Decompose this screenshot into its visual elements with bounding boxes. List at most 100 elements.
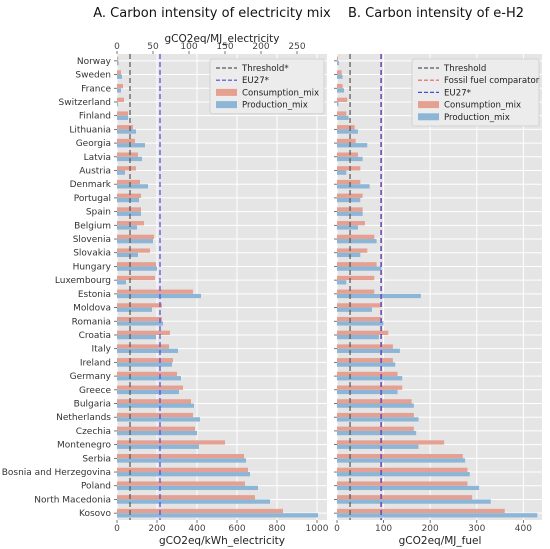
bar-consumption-montenegro: [117, 440, 225, 445]
legend-box: [209, 58, 325, 115]
bar-consumption-norway: [337, 56, 338, 61]
bar-consumption-slovakia: [337, 248, 368, 253]
bar-consumption-finland: [117, 111, 128, 116]
legend-label: Production_mix: [242, 101, 308, 111]
bar-production-romania: [117, 321, 163, 326]
bar-production-romania: [337, 321, 384, 326]
bar-consumption-georgia: [117, 138, 135, 144]
bar-production-georgia: [117, 143, 145, 148]
bar-production-belgium: [337, 225, 358, 230]
country-label: Moldova: [73, 304, 111, 314]
bar-production-finland: [337, 115, 349, 120]
bar-consumption-serbia: [337, 454, 463, 459]
country-label: Sweden: [75, 71, 111, 81]
country-label: Bulgaria: [74, 400, 111, 410]
bar-production-slovenia: [117, 239, 153, 244]
x-tick-label: 100: [375, 524, 392, 534]
bar-production-georgia: [337, 143, 368, 148]
country-label: Estonia: [78, 290, 111, 300]
bar-consumption-hungary: [117, 262, 156, 267]
bar-consumption-spain: [117, 207, 141, 212]
panel-a-background: [117, 54, 327, 520]
country-label: Portugal: [74, 194, 111, 204]
panel-a-legend: Threshold* EU27* Consumption_mix Production…: [209, 58, 325, 115]
bar-production-lithuania: [337, 129, 358, 134]
legend-label: Threshold: [443, 64, 486, 74]
bar-consumption-serbia: [117, 454, 244, 459]
bar-consumption-slovenia: [337, 234, 375, 240]
bar-consumption-bulgaria: [117, 399, 191, 404]
bar-production-netherlands: [117, 417, 200, 422]
bar-production-kosovo: [337, 513, 538, 518]
bar-consumption-luxembourg: [117, 275, 155, 281]
bar-production-ireland: [337, 362, 396, 367]
bar-production-austria: [117, 170, 125, 175]
bar-consumption-moldova: [337, 303, 382, 308]
legend-box: [411, 58, 540, 127]
bar-consumption-switzerland: [337, 97, 348, 102]
top-tick-label: 150: [216, 42, 233, 52]
bar-consumption-austria: [337, 166, 361, 171]
country-label: Czechia: [76, 427, 111, 437]
bar-consumption-italy: [337, 344, 393, 349]
panel-a-grid: [116, 54, 327, 520]
bar-production-montenegro: [117, 444, 199, 449]
country-label: Spain: [86, 208, 111, 218]
panel-b: 0 100 200 300 400 gCO2eq/MJ_fuel Threshold Fo…: [334, 54, 542, 547]
country-label: Hungary: [73, 262, 112, 272]
country-label: Lithuania: [69, 125, 111, 135]
bar-production-france: [117, 88, 121, 93]
panel-b-x-ticks: 0 100 200 300 400: [334, 520, 532, 534]
legend-swatch-bar: [216, 101, 237, 109]
country-label: North Macedonia: [34, 495, 111, 505]
bar-production-norway: [337, 60, 339, 66]
legend-label: Production_mix: [444, 113, 510, 123]
panel-a-x-ticks: 0 200 400 600 800 1000: [114, 520, 329, 534]
bar-production-greece: [117, 389, 179, 395]
bar-consumption-ireland: [337, 358, 393, 363]
country-label: Denmark: [70, 180, 112, 190]
x-tick-label: 0: [114, 524, 120, 534]
x-tick-label: 200: [422, 524, 439, 534]
bar-production-sweden: [117, 74, 122, 79]
bar-consumption-estonia: [337, 289, 375, 294]
x-tick-label: 800: [268, 524, 285, 534]
bar-production-netherlands: [337, 417, 419, 422]
country-label: Bosnia and Herzegovina: [2, 468, 111, 478]
bar-consumption-slovakia: [117, 248, 150, 253]
country-label: Greece: [79, 386, 111, 396]
bar-production-montenegro: [337, 444, 419, 449]
bar-consumption-lithuania: [337, 125, 355, 130]
country-label: Latvia: [84, 153, 111, 163]
x-tick-label: 300: [468, 524, 485, 534]
bar-consumption-romania: [117, 316, 162, 322]
bar-production-ireland: [117, 362, 172, 367]
bar-production-slovakia: [337, 252, 361, 258]
bar-production-croatia: [117, 334, 156, 340]
bar-consumption-latvia: [117, 152, 138, 157]
top-tick-label: 200: [252, 42, 269, 52]
country-label: Poland: [81, 482, 111, 492]
bar-consumption-greece: [337, 385, 403, 390]
country-label: Austria: [79, 167, 111, 177]
country-label: Luxembourg: [55, 276, 111, 286]
bar-consumption-italy: [117, 344, 169, 349]
bar-production-slovenia: [337, 239, 377, 244]
bar-production-bosnia-and-herzegovina: [337, 472, 470, 477]
bar-production-czechia: [117, 430, 197, 436]
bar-consumption-france: [337, 83, 343, 89]
bar-production-spain: [117, 211, 141, 216]
bar-consumption-denmark: [337, 179, 361, 185]
bar-consumption-moldova: [117, 303, 162, 308]
bar-consumption-north-macedonia: [117, 495, 255, 500]
country-label: Netherlands: [56, 413, 111, 423]
bar-consumption-switzerland: [117, 97, 124, 102]
top-tick-label: 50: [147, 42, 159, 52]
bar-consumption-denmark: [117, 179, 140, 185]
bar-consumption-montenegro: [337, 440, 445, 445]
panel-b-legend: Threshold Fossil fuel comparator EU27* Cons…: [411, 58, 540, 127]
country-label: Croatia: [79, 331, 111, 341]
bar-production-denmark: [337, 184, 370, 189]
country-label: Finland: [79, 112, 111, 122]
bar-production-czechia: [337, 430, 417, 436]
